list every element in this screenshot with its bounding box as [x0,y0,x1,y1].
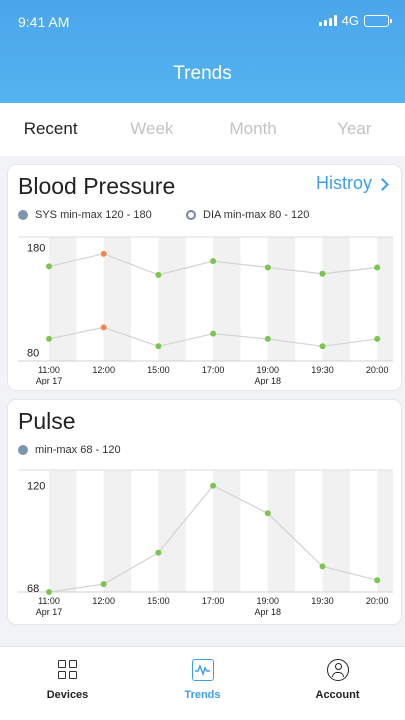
trend-icon [191,659,214,681]
bp-sys-point [46,263,52,270]
sys-legend-label: SYS min-max 120 - 180 [35,209,152,221]
nav-account-label: Account [315,689,360,701]
tab-year[interactable]: Year [337,119,372,138]
bp-sys-point [210,258,217,265]
x-date-label: Apr 18 [255,607,282,617]
dia-legend-label: DIA min-max 80 - 120 [203,209,310,221]
dia-legend: DIA min-max 80 - 120 [186,209,309,221]
pulse-pulse-point [155,549,162,556]
x-tick-label: 20:00 [366,365,389,375]
ring-dot-icon [186,210,196,220]
history-link[interactable]: Histroy [315,173,389,194]
chart-band [322,470,350,592]
filled-dot-icon [18,210,28,220]
pulse-pulse-point [319,563,326,570]
blood-pressure-card: Blood Pressure Histroy SYS min-max 120 -… [8,165,401,390]
pulse-pulse-point [374,577,381,584]
blood-pressure-title: Blood Pressure [18,173,176,199]
nav-account[interactable]: Account [270,647,405,720]
blood-pressure-chart-svg: 180 80 11:00 12:00 15:00 17:00 19:00 19:30 20:00… [18,236,393,385]
chart-band [322,237,350,361]
network-label: 4G [341,13,359,28]
chart-band [158,237,186,361]
chevron-right-icon [376,177,389,191]
pulse-legend-label: min-max 68 - 120 [35,444,121,456]
bottom-nav: Devices Trends Account [0,646,405,720]
nav-trends-label: Trends [184,689,221,701]
nav-devices-label: Devices [46,689,89,701]
tab-week[interactable]: Week [130,119,174,138]
grid-icon [57,659,79,681]
bp-dia-point [374,335,381,342]
bp-dia-point [46,335,52,342]
x-tick-label: 15:00 [147,365,170,375]
signal-icon [318,15,337,26]
chart-band [377,237,393,361]
battery-icon [364,14,392,27]
bp-dia-point [155,343,162,350]
chart-band [213,237,241,361]
bp-dia-point [319,343,326,350]
chart-band [49,470,77,592]
chart-band [213,470,241,592]
x-tick-label: 12:00 [92,596,115,606]
history-label: Histroy [315,173,372,193]
bp-dia-point [100,324,107,331]
tab-month[interactable]: Month [229,119,277,138]
bp-sys-point [155,271,162,278]
x-date-label: Apr 18 [255,376,282,385]
bp-sys-point [374,264,381,271]
x-tick-label: 20:00 [366,596,389,606]
pulse-card: Pulse min-max 68 - 120 120 68 11:00 12:00 15… [8,400,401,624]
x-tick-label: 17:00 [202,596,225,606]
x-tick-label: 17:00 [202,365,225,375]
sys-legend: SYS min-max 120 - 180 [18,209,152,221]
pulse-pulse-point [46,589,52,595]
y-tick-label: 180 [27,243,45,255]
pulse-legend: min-max 68 - 120 [18,444,121,456]
app-header: 9:41 AM 4G Trends [0,0,405,103]
chart-band [158,470,186,592]
y-tick-label: 120 [27,481,45,493]
chart-band [103,470,132,592]
x-date-label: Apr 17 [36,607,63,617]
status-time: 9:41 AM [18,14,70,30]
bp-sys-point [319,270,326,277]
chart-band [377,470,393,592]
nav-devices[interactable]: Devices [0,647,135,720]
x-tick-label: 19:00 [257,365,280,375]
bp-dia-point [264,335,271,342]
x-tick-label: 19:00 [257,596,280,606]
nav-trends[interactable]: Trends [135,647,270,720]
pulse-chart: 120 68 11:00 12:00 15:00 17:00 19:00 19:30 20:00… [8,468,401,620]
page-title: Trends [173,63,232,84]
account-icon [326,659,349,681]
chart-band [103,237,132,361]
bp-dia-point [210,330,217,337]
tab-recent[interactable]: Recent [23,119,78,138]
x-date-label: Apr 17 [36,376,63,385]
pulse-pulse-point [264,510,271,517]
status-indicators: 4G [318,13,392,28]
pulse-pulse-point [210,482,217,489]
bp-sys-point [100,250,107,257]
chart-band [267,470,296,592]
bp-sys-point [264,264,271,271]
pulse-pulse-point [100,581,107,588]
period-tabs: Recent Week Month Year [0,103,405,156]
chart-band [49,237,77,361]
x-tick-label: 12:00 [92,365,115,375]
filled-dot-icon [18,445,28,455]
y-tick-label: 80 [27,348,39,360]
x-tick-label: 15:00 [147,596,170,606]
x-tick-label: 19:30 [311,365,334,375]
pulse-title: Pulse [18,408,76,434]
x-tick-label: 19:30 [311,596,334,606]
x-tick-label: 11:00 [38,596,60,606]
y-tick-label: 68 [27,583,39,595]
x-tick-label: 11:00 [38,365,60,375]
blood-pressure-chart: 180 80 11:00 12:00 15:00 17:00 19:00 19:30 20:00… [8,235,401,385]
